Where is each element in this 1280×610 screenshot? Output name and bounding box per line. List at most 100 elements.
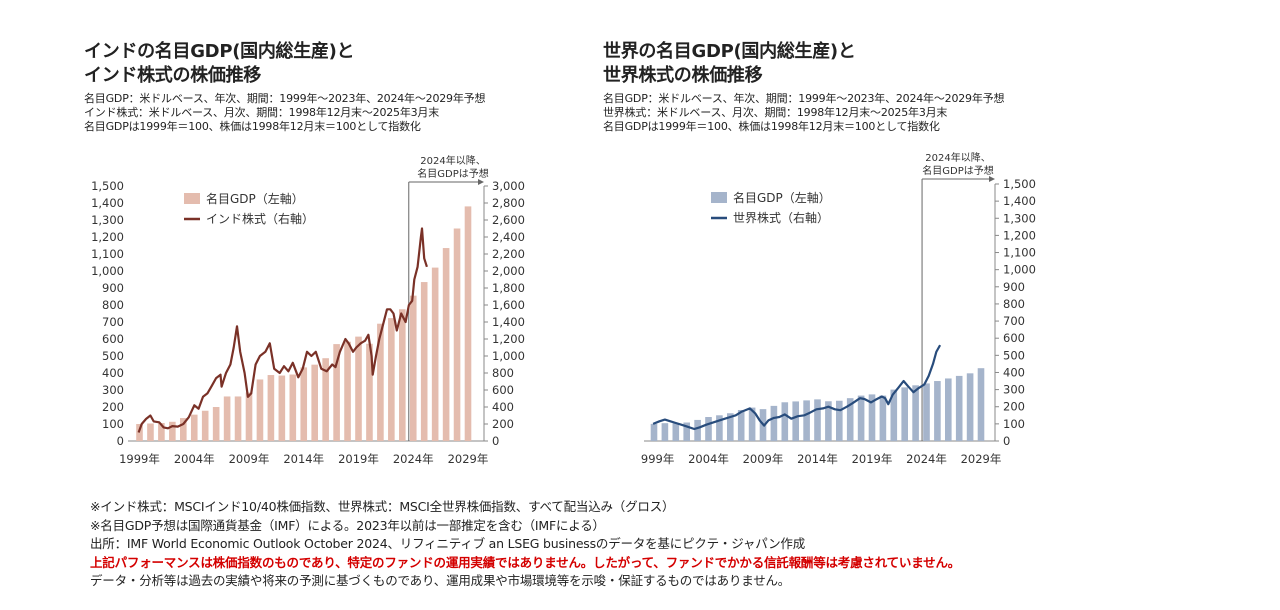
gdp-bar [212,407,220,441]
forecast-label: 2024年以降、 [420,154,485,167]
gdp-bar [879,395,887,441]
left-axis-tick-label: 900 [102,281,124,295]
gdp-bar [803,400,810,441]
gdp-bar [201,410,209,441]
left-axis-tick-label: 200 [102,400,124,414]
gdp-bar [442,248,450,441]
gdp-bar [234,396,242,441]
disclaimer-red: 上記パフォーマンスは株価指数のものであり、特定のファンドの運用実績ではありません… [90,554,961,570]
right-axis-tick-label: 1,200 [1003,228,1036,242]
gdp-bar [781,402,789,441]
x-axis-tick-label: 2009年 [229,452,270,466]
legend-label-gdp: 名目GDP（左軸） [733,190,831,205]
left-axis-tick-label: 1,100 [91,247,124,261]
left-axis-tick-label: 500 [102,349,124,363]
right-axis-tick-label: 500 [1003,348,1025,362]
gdp-bar [737,409,745,441]
gdp-bar [868,394,876,441]
chart-title: 世界の名目GDP(国内総生産)と 世界株式の株価推移 [603,41,856,86]
chart-subtitle: 名目GDP：米ドルベース、年次、期間：1999年～2023年、2024年～202… [84,92,486,133]
gdp-bar [955,375,963,441]
right-axis-tick-label: 1,000 [1003,263,1036,277]
left-axis-tick-label: 300 [102,383,124,397]
right-axis-tick-label: 400 [1003,365,1025,379]
stock-index-line [137,227,428,433]
legend-swatch-gdp [711,192,727,203]
left-axis-tick-label: 1,400 [91,196,124,210]
gdp-bar [409,295,417,441]
gdp-bar [912,385,919,441]
forecast-arrow-head [989,176,995,182]
left-axis-tick-label: 1,500 [91,179,124,193]
right-axis-tick-label: 1,800 [492,281,525,295]
gdp-bar [748,407,756,441]
legend-label-gdp: 名目GDP（左軸） [206,191,304,206]
footnote-line: 出所：IMF World Economic Outlook October 20… [90,536,806,551]
legend-swatch-gdp [184,193,200,204]
gdp-bar [857,395,865,441]
gdp-bar [705,417,712,441]
forecast-arrow-head [478,179,484,185]
gdp-bar [420,282,428,441]
gdp-bar [825,401,832,441]
gdp-bar [399,309,406,441]
legend-label-stock: 世界株式（右軸） [733,210,829,225]
gdp-bar [147,423,154,441]
right-axis-tick-label: 600 [1003,331,1025,345]
right-axis-tick-label: 1,200 [492,332,525,346]
x-axis-tick-label: 2019年 [852,452,893,466]
gdp-bar [683,422,690,441]
gdp-bar [180,418,187,441]
chart-title: インドの名目GDP(国内総生産)と インド株式の株価推移 [84,41,355,86]
x-axis-tick-label: 2024年 [906,452,947,466]
gdp-bar [966,373,974,441]
right-axis-tick-label: 900 [1003,280,1025,294]
right-axis-tick-label: 1,000 [492,349,525,363]
gdp-bar [901,387,908,441]
forecast-label: 2024年以降、 [925,151,990,164]
gdp-bar [890,389,898,441]
left-axis-tick-label: 600 [102,332,124,346]
x-axis-tick-label: 2029年 [448,452,489,466]
gdp-bar [453,228,461,441]
gdp-bar [672,423,680,441]
left-axis-tick-label: 100 [102,417,124,431]
right-axis-tick-label: 200 [1003,400,1025,414]
gdp-bar [792,401,799,441]
disclaimer: データ・分析等は過去の実績や将来の予測に基づくものであり、運用成果や市場環境等を… [90,573,791,588]
gdp-bar [278,375,286,441]
forecast-label: 名目GDPは予想 [417,167,488,180]
right-axis-tick-label: 800 [1003,297,1025,311]
footnote-line: ※名目GDP予想は国際通貨基金（IMF）による。2023年以前は一部推定を含む（… [90,517,605,533]
right-axis-tick-label: 700 [1003,314,1025,328]
x-axis-tick-label: 2009年 [743,452,784,466]
gdp-bar [716,415,723,441]
gdp-bar [464,206,472,441]
x-axis-tick-label: 1999年 [640,452,674,466]
gdp-bar [977,368,985,441]
forecast-label: 名目GDPは予想 [922,164,993,177]
left-axis-tick-label: 1,000 [91,264,124,278]
india-chart: 0 100 200 300 400 500 600 700 800 900 1,000 1,100 1,… [91,154,525,466]
left-axis-tick-label: 0 [117,434,124,448]
left-axis-tick-label: 700 [102,315,124,329]
right-axis-tick-label: 1,600 [492,298,525,312]
x-axis-tick-label: 2014年 [797,452,838,466]
right-axis-tick-label: 400 [492,400,514,414]
gdp-bar [727,413,734,441]
right-axis-tick-label: 200 [492,417,514,431]
gdp-bar [661,423,669,441]
left-axis-tick-label: 1,300 [91,213,124,227]
gdp-bar [650,423,658,441]
x-axis-tick-label: 2019年 [338,452,379,466]
x-axis-tick-label: 2004年 [688,452,729,466]
right-axis-tick-label: 100 [1003,417,1025,431]
stock-index-line [652,344,942,431]
gdp-bar [267,375,275,441]
right-axis-tick-label: 2,000 [492,264,525,278]
gdp-bar [366,343,373,441]
right-axis-tick-label: 1,400 [1003,194,1036,208]
gdp-bar [158,422,165,441]
gdp-bar [923,383,930,441]
x-axis-tick-label: 2024年 [393,452,434,466]
